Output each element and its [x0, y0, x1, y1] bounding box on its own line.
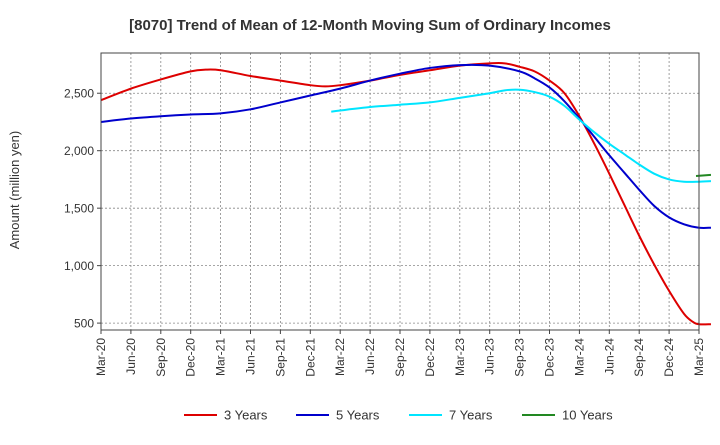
legend-label-10-years: 10 Years	[562, 408, 613, 423]
x-tick-label: Mar-25	[692, 338, 706, 376]
legend-label-7-years: 7 Years	[449, 408, 493, 423]
x-tick-label: Dec-23	[543, 338, 557, 377]
y-tick-label: 500	[74, 317, 94, 331]
y-tick-label: 1,000	[64, 259, 94, 273]
series-lines	[100, 61, 712, 326]
x-tick-label: Mar-23	[453, 338, 467, 376]
y-tick-label: 2,500	[64, 87, 94, 101]
series-line-5-years	[100, 63, 711, 229]
series-line-10-years	[695, 173, 712, 177]
y-axis-label: Amount (million yen)	[7, 131, 22, 250]
legend: 3 Years 5 Years 7 Years 10 Years	[184, 408, 613, 423]
x-axis-ticks: Mar-20 Jun-20 Sep-20 Dec-20 Mar-21 Jun-21 Sep-…	[94, 330, 706, 377]
series-line-7-years	[331, 88, 712, 183]
y-tick-label: 2,000	[64, 144, 94, 158]
chart-title: [8070] Trend of Mean of 12-Month Moving …	[129, 17, 611, 34]
x-tick-label: Sep-22	[393, 338, 407, 377]
x-tick-label: Sep-24	[632, 338, 646, 377]
x-tick-label: Jun-23	[483, 338, 497, 375]
x-tick-label: Mar-22	[333, 338, 347, 376]
x-tick-label: Dec-24	[662, 338, 676, 377]
x-tick-label: Sep-23	[513, 338, 527, 377]
x-tick-label: Sep-21	[273, 338, 287, 377]
x-tick-label: Jun-20	[124, 338, 138, 375]
x-tick-label: Sep-20	[154, 338, 168, 377]
x-tick-label: Dec-21	[303, 338, 317, 377]
y-axis-ticks: 500 1,000 1,500 2,000 2,500	[64, 87, 101, 331]
y-tick-label: 1,500	[64, 202, 94, 216]
legend-label-5-years: 5 Years	[336, 408, 380, 423]
x-tick-label: Dec-22	[423, 338, 437, 377]
x-tick-label: Jun-24	[602, 338, 616, 375]
legend-label-3-years: 3 Years	[224, 408, 268, 423]
series-line-3-years	[100, 61, 711, 326]
x-tick-label: Dec-20	[184, 338, 198, 377]
x-tick-label: Mar-24	[572, 338, 586, 376]
x-tick-label: Mar-21	[214, 338, 228, 376]
x-tick-label: Jun-21	[244, 338, 258, 375]
x-tick-label: Jun-22	[363, 338, 377, 375]
x-tick-label: Mar-20	[94, 338, 108, 376]
